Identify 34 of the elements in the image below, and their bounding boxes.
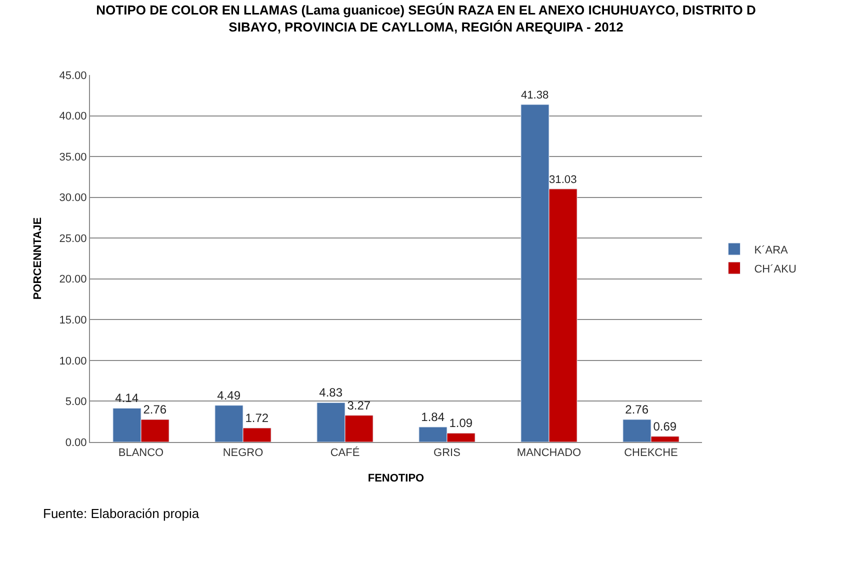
x-tick-label: NEGRO — [222, 447, 264, 460]
data-label: 3.27 — [347, 398, 371, 412]
data-label: 0.69 — [653, 419, 677, 434]
data-label: 1.09 — [449, 416, 473, 430]
x-tick-label: BLANCO — [118, 447, 164, 460]
y-tick-label: 35.00 — [59, 151, 87, 164]
y-tick-label: 30.00 — [59, 192, 87, 204]
y-tick-label: 0.00 — [65, 436, 87, 449]
data-label: 2.76 — [143, 402, 167, 416]
y-axis-title: PORCENNTAJE — [32, 217, 44, 300]
y-tick-label: 25.00 — [59, 232, 87, 245]
y-tick-label: 5.00 — [65, 396, 87, 408]
chart-title: NOTIPO DE COLOR EN LLAMAS (Lama guanicoe) SEGÚN RAZA EN EL ANEXO ICHUHUAYCO, DISTRITO D SIBAYO, PROVINCIA DE CAYLLOMA, REGIÓN AREQUIPA - 2012 — [96, 2, 756, 34]
source-note: Fuente: Elaboración propia — [43, 506, 200, 521]
legend-label: K´ARA — [754, 244, 789, 256]
data-label: 4.49 — [217, 388, 241, 402]
data-label: 1.72 — [245, 410, 269, 425]
data-label: 31.03 — [549, 174, 577, 186]
x-tick-label: CAFÉ — [330, 446, 360, 460]
x-tick-label: CHEKCHE — [624, 447, 678, 460]
y-tick-label: 45.00 — [59, 70, 87, 82]
data-label: 4.83 — [319, 386, 343, 400]
y-tick-label: 40.00 — [59, 110, 87, 123]
legend-label: CH´AKU — [754, 263, 796, 276]
y-tick-label: 10.00 — [59, 355, 87, 368]
x-axis-title: FENOTIPO — [368, 472, 425, 484]
x-tick-label: MANCHADO — [516, 447, 582, 460]
x-tick-label: GRIS — [434, 447, 460, 460]
data-label: 4.14 — [115, 391, 139, 406]
data-label: 2.76 — [625, 402, 649, 416]
y-tick-label: 20.00 — [59, 274, 87, 286]
data-label: 41.38 — [520, 90, 549, 102]
data-label: 1.84 — [421, 410, 445, 424]
y-tick-label: 15.00 — [59, 314, 87, 327]
